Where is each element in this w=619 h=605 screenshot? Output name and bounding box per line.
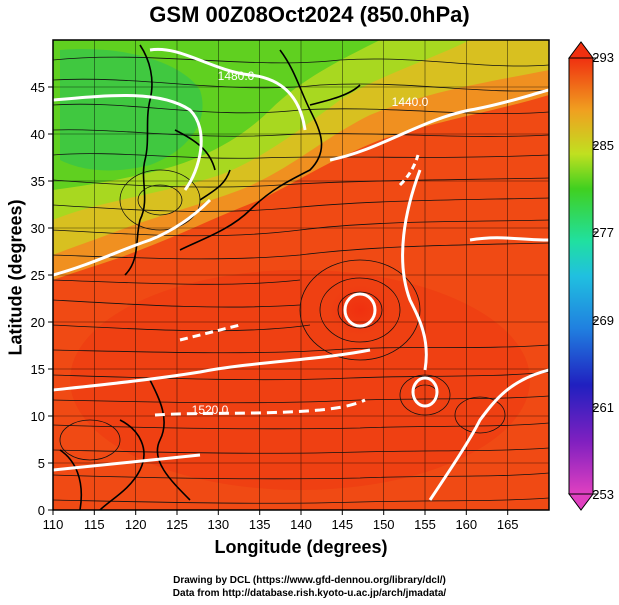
y-tick-label: 10 — [31, 409, 45, 424]
contour-label-1520: 1520.0 — [192, 403, 229, 417]
colorbar-top-arrow — [568, 41, 594, 59]
credit-dcl: Drawing by DCL (https://www.gfd-dennou.o… — [173, 575, 446, 586]
y-tick-label: 5 — [38, 456, 45, 471]
x-tick-label: 120 — [125, 517, 147, 532]
colorbar-tick-label: 253 — [592, 487, 614, 502]
x-tick-label: 110 — [43, 517, 64, 532]
y-tick-label: 20 — [31, 315, 45, 330]
colorbar-tick-label: 269 — [592, 313, 614, 328]
colorbar-tick-label: 277 — [592, 225, 614, 240]
x-tick-label: 135 — [249, 517, 271, 532]
colorbar-tick-label: 261 — [592, 400, 614, 415]
x-tick-label: 130 — [207, 517, 229, 532]
height-contours — [53, 47, 549, 501]
colorbar-tick-label: 285 — [592, 138, 614, 153]
map-grid — [53, 40, 549, 510]
y-tick-label: 45 — [31, 80, 45, 95]
x-tick-label: 115 — [84, 517, 105, 532]
contour-label-1480: 1480.0 — [218, 69, 255, 83]
colorbar-tick-label: 293 — [592, 50, 614, 65]
x-axis-label: Longitude (degrees) — [214, 537, 388, 557]
coastlines — [59, 44, 361, 510]
credit-data-source: Data from http://database.rish.kyoto-u.a… — [172, 588, 447, 599]
y-tick-label: 15 — [31, 362, 45, 377]
chart-title: GSM 00Z08Oct2024 (850.0hPa) — [149, 2, 470, 27]
x-tick-label: 125 — [166, 517, 188, 532]
y-tick-label: 30 — [31, 221, 45, 236]
colorbar-bottom-arrow — [568, 493, 594, 511]
colorbar — [568, 41, 598, 511]
x-tick-label: 155 — [414, 517, 436, 532]
y-tick-label: 0 — [38, 503, 45, 518]
x-tick-label: 145 — [331, 517, 353, 532]
y-tick-label: 25 — [31, 268, 45, 283]
y-ticks — [48, 86, 53, 511]
contour-label-1440: 1440.0 — [392, 95, 429, 109]
x-tick-label: 160 — [455, 517, 477, 532]
y-tick-label: 35 — [31, 174, 45, 189]
x-tick-label: 140 — [290, 517, 312, 532]
colorbar-bar — [568, 57, 594, 495]
x-ticks — [52, 510, 509, 515]
x-tick-label: 165 — [497, 517, 519, 532]
x-tick-label: 150 — [373, 517, 395, 532]
y-tick-label: 40 — [31, 127, 45, 142]
